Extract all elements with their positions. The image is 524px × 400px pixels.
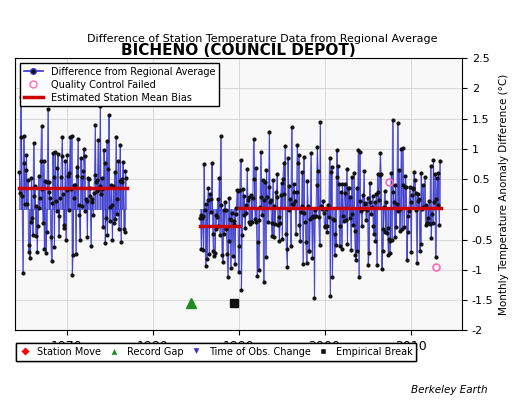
Text: Difference of Station Temperature Data from Regional Average: Difference of Station Temperature Data f… xyxy=(87,34,437,44)
Title: BICHENO (COUNCIL DEPOT): BICHENO (COUNCIL DEPOT) xyxy=(121,43,356,58)
Legend: Station Move, Record Gap, Time of Obs. Change, Empirical Break: Station Move, Record Gap, Time of Obs. C… xyxy=(16,343,417,361)
Y-axis label: Monthly Temperature Anomaly Difference (°C): Monthly Temperature Anomaly Difference (… xyxy=(499,74,509,315)
Text: Berkeley Earth: Berkeley Earth xyxy=(411,385,487,395)
